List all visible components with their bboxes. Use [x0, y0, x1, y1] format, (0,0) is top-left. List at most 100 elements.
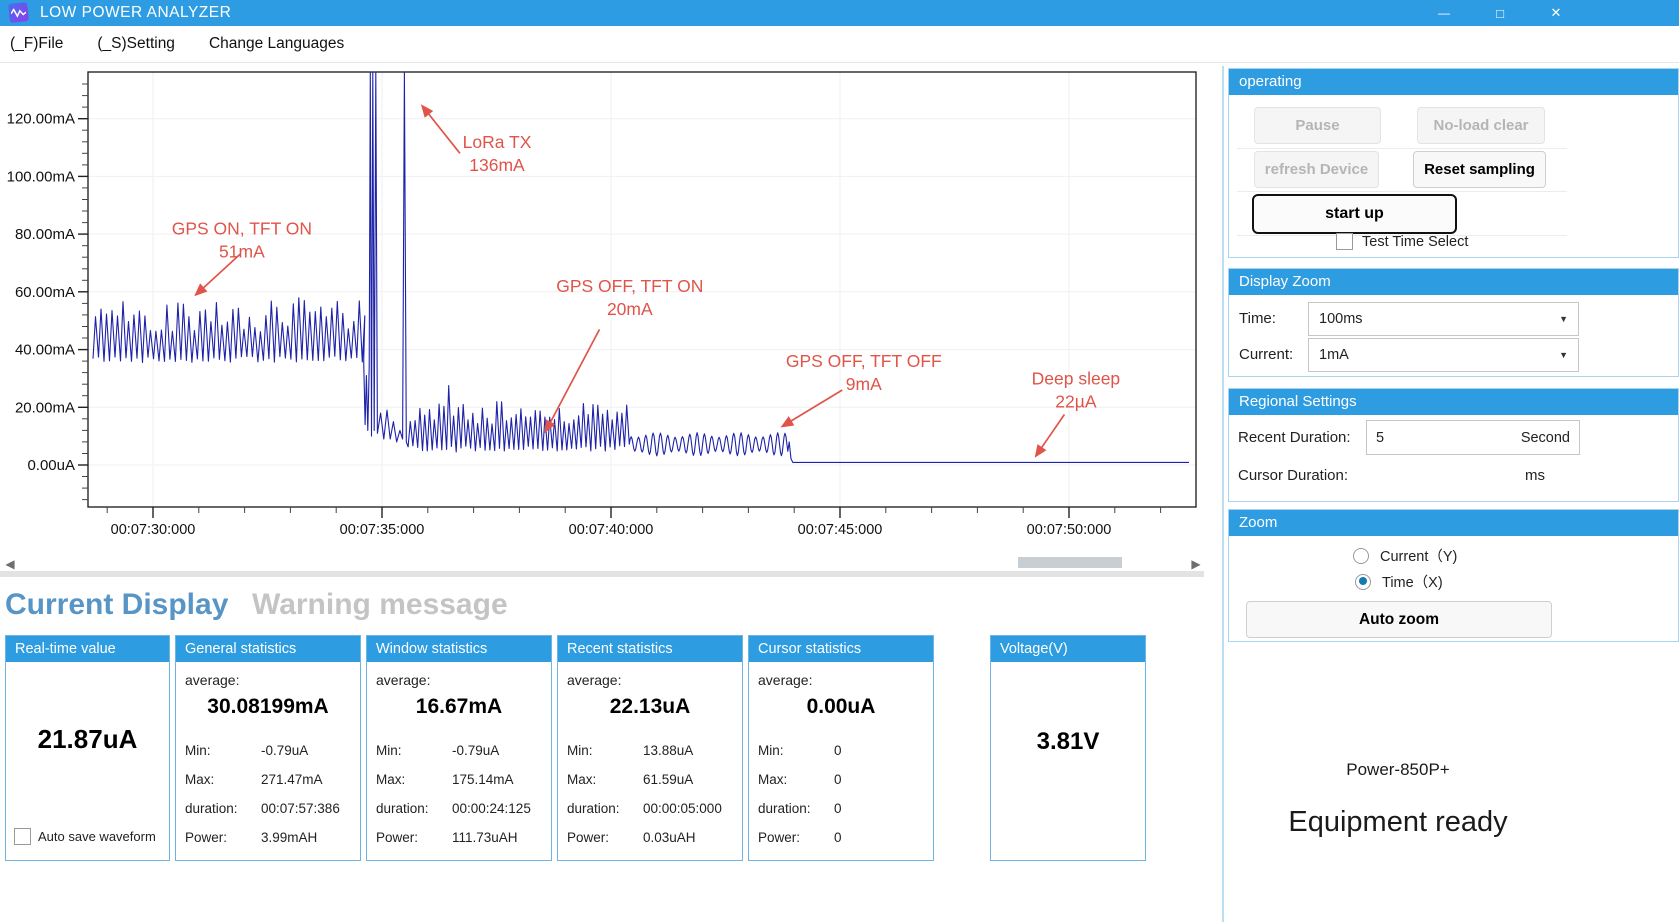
- stat-row-label: Max:: [758, 772, 788, 787]
- zoom-panel-title: Zoom: [1229, 510, 1678, 536]
- stat-row: Power: 0.03uAH: [567, 830, 737, 845]
- menu-bar: (_F)File (_S)Setting Change Languages: [0, 26, 1679, 63]
- display-zoom-panel: Display Zoom Time: 100ms ▼ Current: 1mA …: [1228, 268, 1679, 377]
- chart-scrollbar-thumb[interactable]: [1018, 557, 1122, 568]
- realtime-value: 21.87uA: [37, 724, 138, 754]
- svg-text:22µA: 22µA: [1055, 391, 1097, 411]
- svg-text:60.00mA: 60.00mA: [15, 284, 75, 301]
- scroll-right-icon[interactable]: ▶: [1191, 556, 1201, 571]
- stat-row: duration: 00:00:05:000: [567, 801, 737, 816]
- maximize-button[interactable]: □: [1496, 5, 1504, 21]
- realtime-value-card: Real-time value 21.87uA Auto save wavefo…: [5, 635, 170, 861]
- time-zoom-dropdown[interactable]: 100ms ▼: [1308, 302, 1579, 336]
- zoom-panel: Zoom Current（Y) Time（X) Auto zoom: [1228, 509, 1679, 642]
- stat-card-title: Cursor statistics: [749, 636, 933, 662]
- menu-change-languages[interactable]: Change Languages: [208, 35, 345, 52]
- menu-setting[interactable]: (_S)Setting: [97, 35, 175, 52]
- test-time-select-checkbox[interactable]: [1336, 233, 1353, 250]
- stat-row-label: Min:: [758, 743, 784, 758]
- recent-duration-input[interactable]: 5 Second: [1366, 420, 1580, 455]
- zoom-current-y-option[interactable]: Current（Y): [1353, 545, 1457, 566]
- scroll-left-icon[interactable]: ◀: [5, 556, 15, 571]
- test-time-select-label: Test Time Select: [1362, 233, 1469, 250]
- divider: [1237, 191, 1567, 192]
- svg-text:00:07:35:000: 00:07:35:000: [340, 522, 425, 538]
- current-zoom-label: Current:: [1239, 346, 1294, 363]
- average-value: 16.67mA: [415, 695, 503, 718]
- radio-checked-icon[interactable]: [1355, 573, 1371, 590]
- chevron-down-icon: ▼: [1559, 314, 1568, 324]
- svg-text:GPS ON, TFT ON: GPS ON, TFT ON: [172, 218, 312, 238]
- auto-save-label: Auto save waveform: [38, 829, 156, 844]
- chart-scrollbar-track[interactable]: [0, 571, 1204, 577]
- app-logo-icon: [8, 2, 29, 23]
- stat-card-title: Recent statistics: [558, 636, 742, 662]
- stat-card-title: Window statistics: [367, 636, 551, 662]
- device-status: Equipment ready: [1288, 806, 1508, 838]
- start-up-button[interactable]: start up: [1252, 194, 1457, 234]
- stat-row-value: 00:00:24:125: [452, 801, 531, 816]
- stat-row: Max: 271.47mA: [185, 772, 355, 787]
- operating-panel: operating Pause No-load clear refresh De…: [1228, 68, 1679, 258]
- panel-divider: [1222, 66, 1224, 922]
- tab-warning-message[interactable]: Warning message: [252, 588, 508, 621]
- zoom-time-x-option[interactable]: Time（X): [1355, 571, 1443, 592]
- stat-row-value: 111.73uAH: [452, 830, 518, 845]
- svg-text:00:07:50:000: 00:07:50:000: [1027, 522, 1112, 538]
- current-waveform-chart[interactable]: 120.00mA 100.00mA 80.00mA 60.00mA 40.00mA 20.…: [0, 66, 1210, 566]
- stat-row-value: 00:00:05:000: [643, 801, 722, 816]
- stat-row: Min: -0.79uA: [185, 743, 355, 758]
- pause-button[interactable]: Pause: [1254, 107, 1381, 144]
- svg-text:136mA: 136mA: [469, 155, 525, 175]
- recent-duration-label: Recent Duration:: [1238, 429, 1351, 446]
- svg-text:100.00mA: 100.00mA: [7, 168, 75, 185]
- no-load-clear-button[interactable]: No-load clear: [1417, 107, 1545, 144]
- stat-row-value: 0.03uAH: [643, 830, 696, 845]
- stat-row-value: 0: [834, 743, 842, 758]
- stat-row-label: Power:: [758, 830, 801, 845]
- stat-row-value: -0.79uA: [452, 743, 500, 758]
- average-value: 30.08199mA: [207, 695, 329, 718]
- test-time-select-option[interactable]: Test Time Select: [1336, 233, 1468, 250]
- stat-row-label: duration:: [567, 801, 620, 816]
- reset-sampling-button[interactable]: Reset sampling: [1413, 151, 1546, 188]
- radio-unchecked-icon[interactable]: [1353, 547, 1369, 564]
- svg-text:GPS OFF, TFT ON: GPS OFF, TFT ON: [556, 276, 703, 296]
- divider: [1237, 235, 1567, 236]
- close-button[interactable]: ✕: [1550, 5, 1562, 20]
- stat-row-value: 0: [834, 830, 842, 845]
- zoom-time-x-label: Time（X): [1382, 575, 1443, 591]
- svg-text:00:07:45:000: 00:07:45:000: [798, 522, 883, 538]
- average-label: average:: [567, 672, 622, 688]
- time-zoom-value: 100ms: [1319, 311, 1363, 327]
- svg-text:0.00uA: 0.00uA: [27, 457, 75, 474]
- minimize-button[interactable]: —: [1438, 6, 1450, 20]
- auto-zoom-button[interactable]: Auto zoom: [1246, 601, 1552, 638]
- stat-row: Max: 175.14mA: [376, 772, 546, 787]
- stat-row: Power: 3.99mAH: [185, 830, 355, 845]
- time-zoom-label: Time:: [1239, 310, 1276, 327]
- recent-duration-unit: Second: [1520, 429, 1570, 446]
- device-model: Power-850P+: [1346, 760, 1450, 779]
- auto-save-waveform-option[interactable]: Auto save waveform: [14, 828, 156, 845]
- stat-row-label: duration:: [185, 801, 238, 816]
- recent-duration-value: 5: [1376, 429, 1385, 446]
- average-label: average:: [185, 672, 240, 688]
- svg-text:20mA: 20mA: [607, 299, 653, 319]
- svg-text:80.00mA: 80.00mA: [15, 226, 75, 243]
- stat-row: duration: 0: [758, 801, 928, 816]
- svg-text:40.00mA: 40.00mA: [15, 342, 75, 359]
- auto-save-checkbox[interactable]: [14, 828, 31, 845]
- stat-row-value: 3.99mAH: [261, 830, 318, 845]
- stat-row-label: Min:: [185, 743, 211, 758]
- svg-text:GPS OFF, TFT OFF: GPS OFF, TFT OFF: [786, 351, 942, 371]
- stat-row-label: Power:: [376, 830, 419, 845]
- tab-current-display[interactable]: Current Display: [5, 588, 229, 621]
- regional-settings-panel-title: Regional Settings: [1229, 389, 1678, 415]
- current-zoom-dropdown[interactable]: 1mA ▼: [1308, 338, 1579, 372]
- stat-row: Power: 0: [758, 830, 928, 845]
- stat-row-label: Min:: [376, 743, 402, 758]
- refresh-device-button[interactable]: refresh Device: [1254, 151, 1379, 188]
- menu-file[interactable]: (_F)File: [10, 35, 64, 52]
- chart-area[interactable]: 120.00mA 100.00mA 80.00mA 60.00mA 40.00mA 20.…: [0, 66, 1210, 566]
